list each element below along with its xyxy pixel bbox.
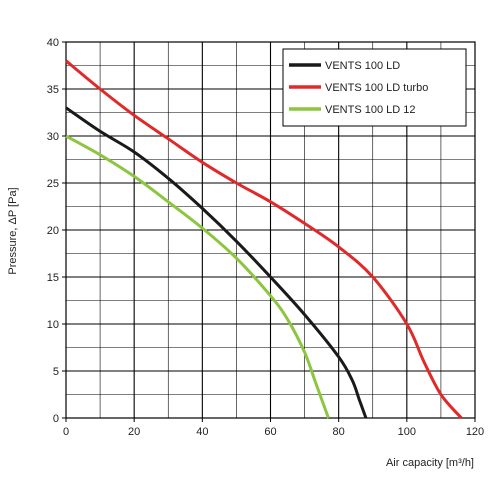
- y-tick-label: 5: [53, 366, 59, 378]
- grid: [66, 42, 475, 418]
- y-tick-label: 20: [47, 225, 59, 237]
- legend-entry: VENTS 100 LD 12: [325, 104, 416, 116]
- x-tick-label: 120: [466, 426, 484, 438]
- tick-labels: 0 20 40 60 80 100 120 0 5 10 15 20 25 30 35 40: [47, 37, 484, 438]
- x-tick-label: 100: [398, 426, 416, 438]
- y-tick-label: 0: [53, 413, 59, 425]
- x-axis-label: Air capacity [m³/h]: [386, 457, 474, 469]
- y-tick-label: 40: [47, 37, 59, 49]
- y-tick-label: 15: [47, 272, 59, 284]
- y-tick-label: 10: [47, 319, 59, 331]
- legend-entry: VENTS 100 LD: [325, 60, 400, 72]
- legend-entry: VENTS 100 LD turbo: [325, 82, 428, 94]
- legend: VENTS 100 LD VENTS 100 LD turbo VENTS 100 …: [282, 48, 467, 127]
- y-tick-label: 30: [47, 131, 59, 143]
- series-line-1: [65, 106, 368, 419]
- series-line-2: [65, 59, 463, 420]
- y-tick-label: 35: [47, 84, 59, 96]
- x-tick-label: 40: [196, 426, 208, 438]
- x-tick-label: 80: [333, 426, 345, 438]
- y-tick-label: 25: [47, 178, 59, 190]
- y-axis-label: Pressure, ΔP [Pa]: [7, 187, 19, 274]
- series-group: [65, 59, 463, 420]
- x-tick-label: 0: [63, 426, 69, 438]
- series-line-3: [65, 134, 330, 419]
- x-tick-label: 20: [128, 426, 140, 438]
- x-tick-label: 60: [264, 426, 276, 438]
